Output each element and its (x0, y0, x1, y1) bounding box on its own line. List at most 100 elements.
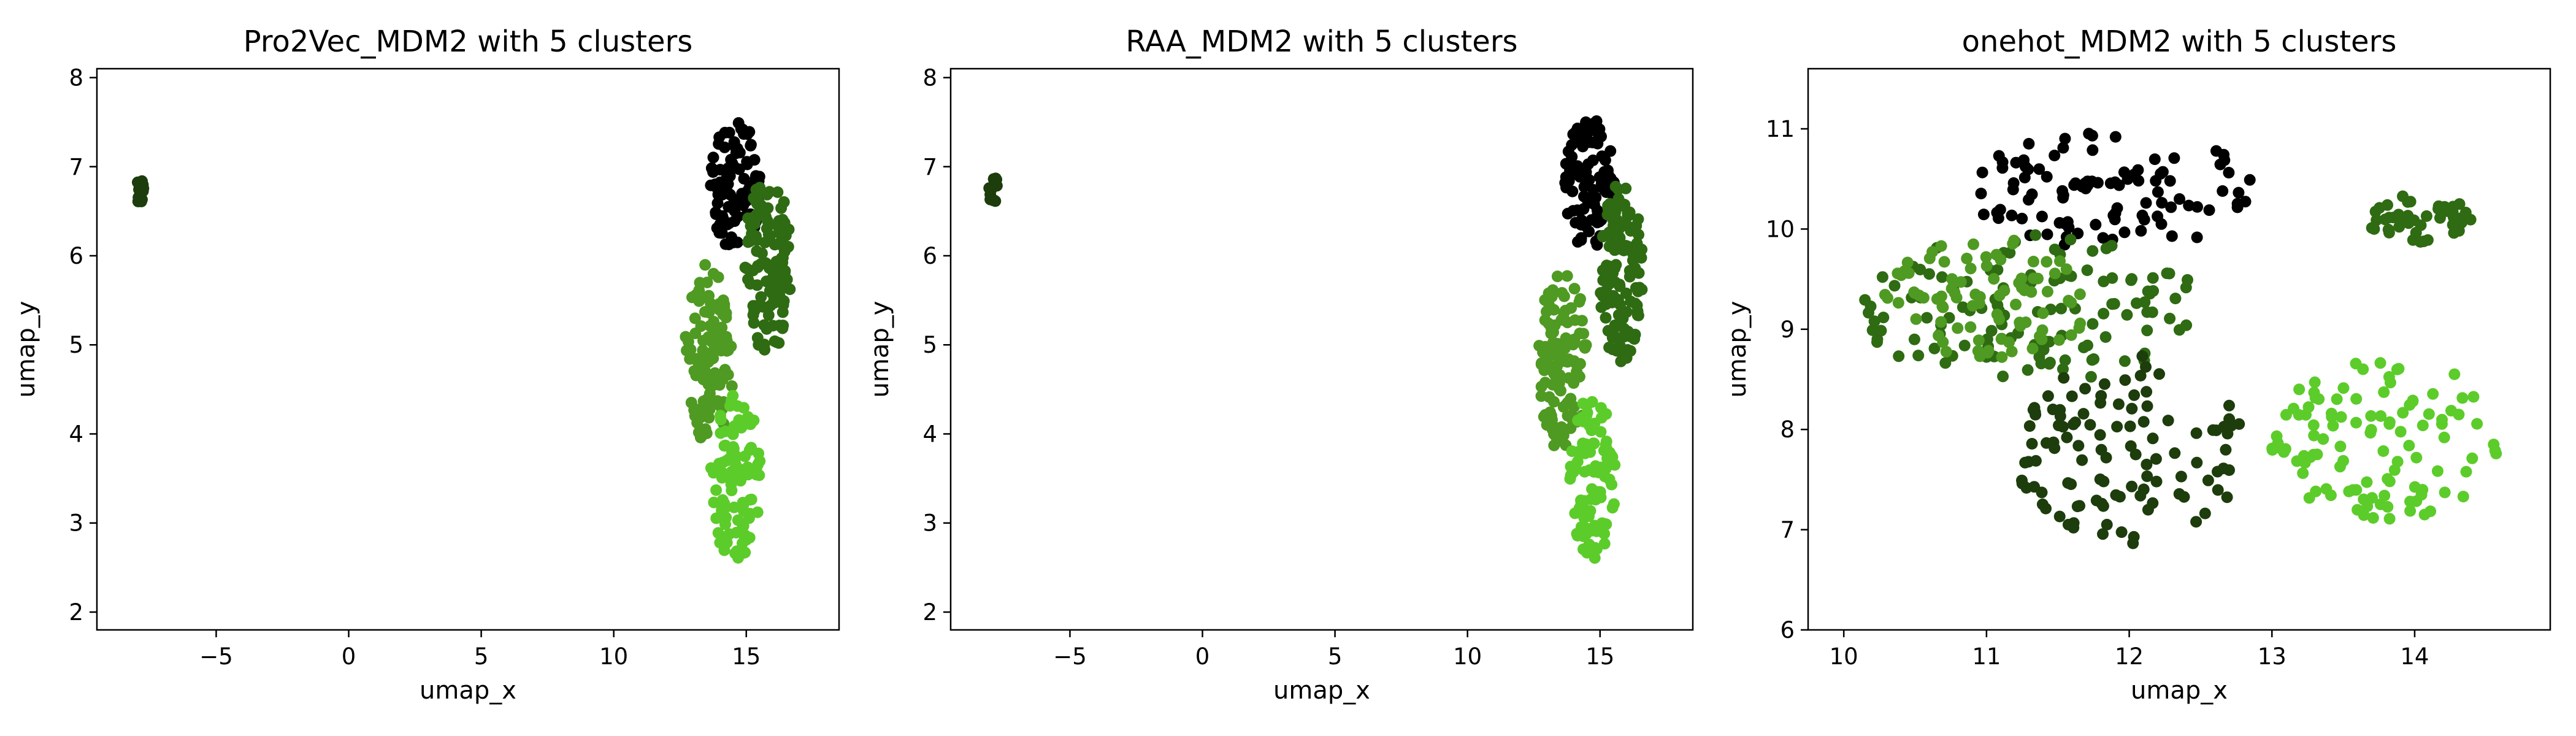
data-point (2202, 474, 2214, 486)
data-point (2383, 226, 2395, 239)
data-point (2150, 475, 2163, 488)
data-point (2471, 418, 2483, 430)
data-point (2091, 177, 2104, 189)
y-tick-label: 5 (922, 332, 937, 358)
data-point (2337, 454, 2349, 467)
data-point (2006, 345, 2018, 358)
data-point (2404, 505, 2417, 517)
y-tick-label: 7 (922, 154, 937, 180)
data-point (726, 394, 738, 407)
data-point (1571, 456, 1584, 467)
data-point (2097, 232, 2109, 244)
data-point (1595, 426, 1607, 438)
data-point (2431, 465, 2444, 477)
data-point (751, 245, 763, 257)
data-point (1598, 166, 1611, 178)
data-point (691, 353, 703, 365)
data-point (2352, 504, 2364, 516)
data-point (2436, 418, 2448, 430)
data-point (2003, 336, 2015, 348)
y-tick-label: 3 (69, 510, 83, 537)
data-point (726, 442, 738, 454)
data-point (2190, 516, 2202, 528)
data-point (2059, 354, 2071, 366)
data-point (1573, 370, 1585, 383)
data-point (1562, 356, 1574, 368)
data-point (2309, 376, 2321, 388)
data-point (2088, 353, 2100, 365)
data-point (2022, 364, 2034, 376)
data-point (2149, 153, 2161, 166)
data-point (2391, 363, 2403, 375)
chart-title: onehot_MDM2 with 5 clusters (1962, 25, 2397, 59)
data-point (1590, 494, 1602, 506)
x-tick-label: 5 (1328, 643, 1343, 670)
data-point (1560, 182, 1573, 194)
scatter-points (983, 115, 1648, 564)
data-point (2147, 272, 2159, 284)
data-point (1968, 238, 1979, 250)
data-point (2308, 429, 2320, 442)
data-point (706, 346, 718, 358)
data-point (693, 295, 705, 307)
data-point (1546, 413, 1558, 426)
data-point (1910, 313, 1922, 325)
data-point (1614, 278, 1625, 291)
data-point (2393, 221, 2405, 233)
data-point (2423, 408, 2435, 420)
data-point (1631, 299, 1643, 312)
data-point (2415, 489, 2428, 501)
data-point (1988, 273, 2000, 285)
data-point (1614, 339, 1626, 351)
data-point (737, 417, 749, 429)
data-point (1591, 239, 1603, 251)
data-point (1584, 505, 1597, 517)
data-point (770, 219, 783, 231)
data-point (707, 151, 719, 164)
data-point (1553, 356, 1565, 369)
y-tick-label: 2 (69, 599, 83, 626)
data-point (1940, 345, 1952, 358)
data-point (1581, 410, 1593, 422)
data-point (2466, 452, 2478, 464)
data-point (2191, 231, 2203, 243)
x-axis-label: umap_x (1273, 677, 1370, 705)
x-tick-label: 10 (1453, 643, 1482, 670)
data-point (2375, 410, 2387, 422)
data-point (1573, 505, 1585, 518)
data-point (728, 501, 740, 513)
data-point (2403, 440, 2415, 451)
data-point (689, 312, 701, 324)
data-point (719, 141, 730, 153)
data-point (2049, 150, 2061, 161)
data-point (705, 162, 718, 174)
data-point (713, 458, 725, 470)
data-point (2337, 382, 2350, 394)
data-point (720, 312, 732, 324)
data-point (700, 427, 713, 439)
data-point (2218, 154, 2231, 166)
data-point (1950, 291, 1963, 304)
data-point (1582, 158, 1594, 171)
data-point (2293, 383, 2306, 396)
data-point (2169, 447, 2181, 459)
data-point (1588, 198, 1600, 210)
data-point (2098, 307, 2110, 320)
data-point (2141, 470, 2153, 482)
data-point (2152, 186, 2164, 198)
data-point (2023, 420, 2036, 432)
data-point (987, 173, 1000, 185)
data-point (2040, 502, 2052, 515)
data-point (762, 309, 775, 321)
data-point (2141, 400, 2153, 412)
data-point (1567, 128, 1579, 140)
data-point (985, 182, 997, 194)
data-point (2164, 175, 2176, 187)
data-point (2112, 398, 2125, 410)
data-point (1573, 445, 1585, 458)
data-point (2121, 309, 2133, 321)
data-point (2357, 363, 2369, 375)
scatter-points (132, 117, 796, 564)
x-tick-label: −5 (199, 643, 233, 670)
